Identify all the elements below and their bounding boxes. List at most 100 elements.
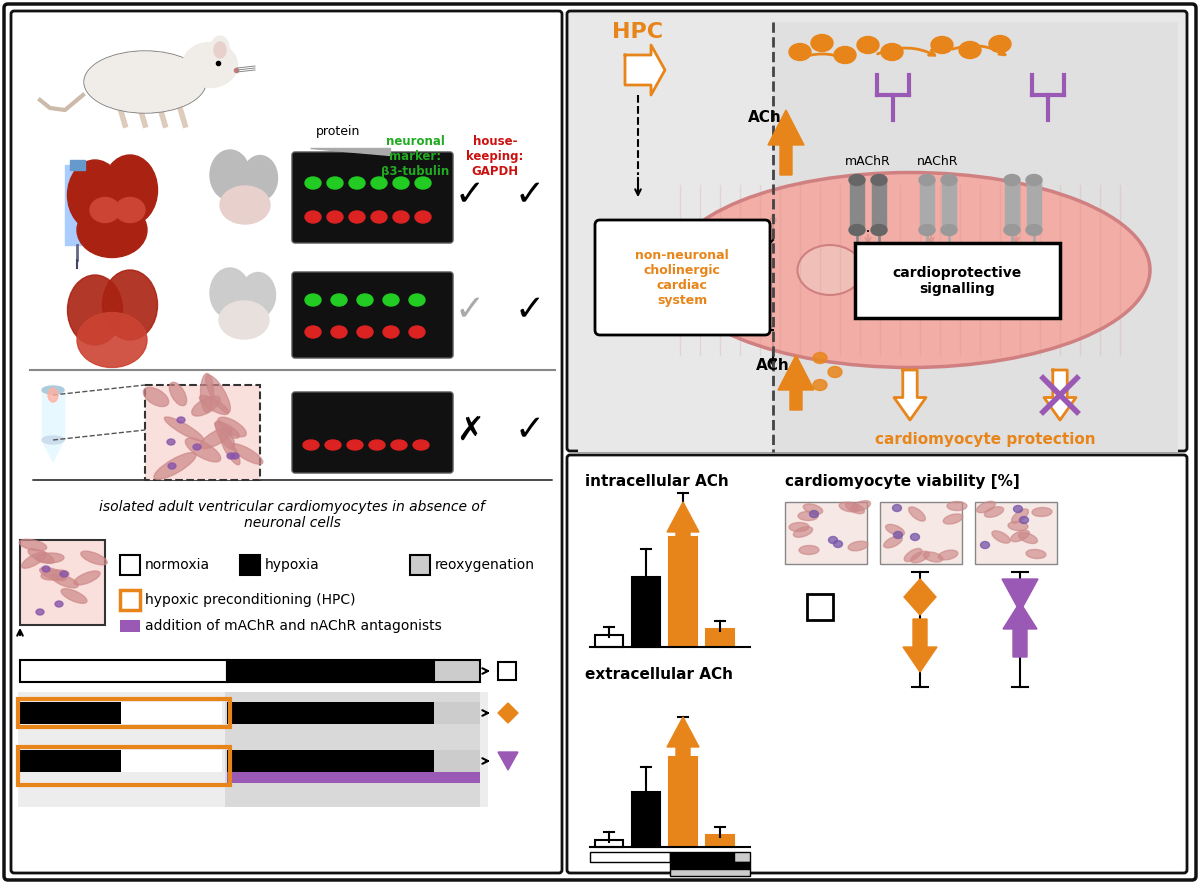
Bar — [227, 750, 434, 772]
Text: ✓: ✓ — [515, 178, 545, 212]
Ellipse shape — [200, 374, 214, 413]
Ellipse shape — [790, 43, 811, 60]
Text: isolated adult ventricular cardiomyocytes in absence of
neuronal cells: isolated adult ventricular cardiomyocyte… — [100, 500, 485, 530]
Ellipse shape — [834, 540, 842, 547]
Ellipse shape — [793, 527, 812, 537]
Ellipse shape — [52, 574, 78, 588]
Ellipse shape — [959, 42, 982, 58]
Ellipse shape — [216, 421, 234, 449]
FancyBboxPatch shape — [854, 243, 1060, 318]
Ellipse shape — [40, 568, 66, 581]
Ellipse shape — [977, 501, 995, 513]
Ellipse shape — [169, 382, 186, 406]
Ellipse shape — [415, 211, 431, 223]
Ellipse shape — [154, 453, 196, 479]
Ellipse shape — [1020, 516, 1028, 523]
Ellipse shape — [358, 326, 373, 338]
Ellipse shape — [919, 225, 935, 235]
Bar — [20, 750, 121, 772]
Ellipse shape — [798, 245, 863, 295]
Text: house-
keeping:
GAPDH: house- keeping: GAPDH — [467, 135, 523, 178]
Text: ✓: ✓ — [455, 293, 485, 327]
Ellipse shape — [193, 444, 202, 450]
Ellipse shape — [413, 440, 430, 450]
Bar — [595, 635, 623, 647]
FancyBboxPatch shape — [145, 385, 260, 480]
Ellipse shape — [883, 536, 902, 548]
Polygon shape — [904, 579, 936, 615]
Text: ✗: ✗ — [456, 414, 484, 446]
Ellipse shape — [205, 375, 230, 413]
Ellipse shape — [28, 549, 54, 563]
Ellipse shape — [980, 542, 990, 548]
Bar — [20, 702, 121, 724]
Ellipse shape — [790, 522, 809, 531]
Ellipse shape — [42, 386, 64, 394]
Bar — [632, 792, 660, 847]
Ellipse shape — [852, 500, 870, 511]
Bar — [942, 180, 956, 230]
Ellipse shape — [211, 36, 229, 60]
Ellipse shape — [305, 211, 322, 223]
Bar — [670, 537, 697, 647]
Ellipse shape — [989, 35, 1010, 52]
Ellipse shape — [199, 395, 228, 415]
Bar — [670, 862, 750, 869]
Bar — [226, 692, 480, 807]
Ellipse shape — [230, 453, 239, 459]
Bar — [410, 555, 430, 575]
Ellipse shape — [242, 156, 277, 201]
Ellipse shape — [798, 512, 818, 521]
Ellipse shape — [1004, 174, 1020, 186]
Bar — [121, 750, 222, 772]
Ellipse shape — [220, 301, 269, 339]
Polygon shape — [667, 717, 698, 792]
Ellipse shape — [846, 502, 864, 514]
Ellipse shape — [67, 275, 122, 345]
FancyBboxPatch shape — [4, 4, 1196, 880]
Ellipse shape — [871, 174, 887, 186]
Ellipse shape — [326, 211, 343, 223]
Ellipse shape — [383, 326, 398, 338]
Polygon shape — [42, 440, 64, 462]
Ellipse shape — [42, 566, 50, 572]
Ellipse shape — [881, 43, 904, 60]
FancyBboxPatch shape — [974, 502, 1057, 564]
Ellipse shape — [214, 42, 226, 58]
Bar — [706, 835, 734, 847]
Ellipse shape — [200, 427, 232, 448]
Ellipse shape — [911, 534, 919, 540]
Polygon shape — [778, 355, 814, 410]
Ellipse shape — [1026, 550, 1046, 559]
Text: protein: protein — [316, 125, 360, 138]
Ellipse shape — [331, 326, 347, 338]
Bar — [498, 662, 516, 680]
Ellipse shape — [1026, 225, 1042, 235]
Text: cardiomyocyte viability [%]: cardiomyocyte viability [%] — [785, 474, 1020, 489]
Ellipse shape — [80, 551, 107, 565]
Ellipse shape — [811, 34, 833, 51]
Text: addition of mAChR and nAChR antagonists: addition of mAChR and nAChR antagonists — [145, 619, 442, 633]
FancyBboxPatch shape — [20, 540, 106, 625]
FancyBboxPatch shape — [292, 152, 454, 243]
Ellipse shape — [217, 417, 246, 437]
Ellipse shape — [302, 440, 319, 450]
Ellipse shape — [919, 174, 935, 186]
Ellipse shape — [941, 174, 958, 186]
Bar — [227, 702, 434, 724]
Text: non-neuronal
cholinergic
cardiac
system: non-neuronal cholinergic cardiac system — [635, 249, 728, 307]
Ellipse shape — [394, 211, 409, 223]
Ellipse shape — [941, 225, 958, 235]
Ellipse shape — [828, 367, 842, 377]
Ellipse shape — [220, 186, 270, 224]
Ellipse shape — [383, 294, 398, 306]
Text: reoxygenation: reoxygenation — [436, 558, 535, 572]
Bar — [850, 180, 864, 230]
Ellipse shape — [848, 541, 868, 551]
Ellipse shape — [19, 539, 47, 551]
FancyBboxPatch shape — [568, 455, 1187, 873]
Bar — [121, 702, 222, 724]
Bar — [65, 165, 90, 245]
Ellipse shape — [947, 501, 967, 510]
Text: neuronal
marker:
β3-tubulin: neuronal marker: β3-tubulin — [380, 135, 449, 178]
